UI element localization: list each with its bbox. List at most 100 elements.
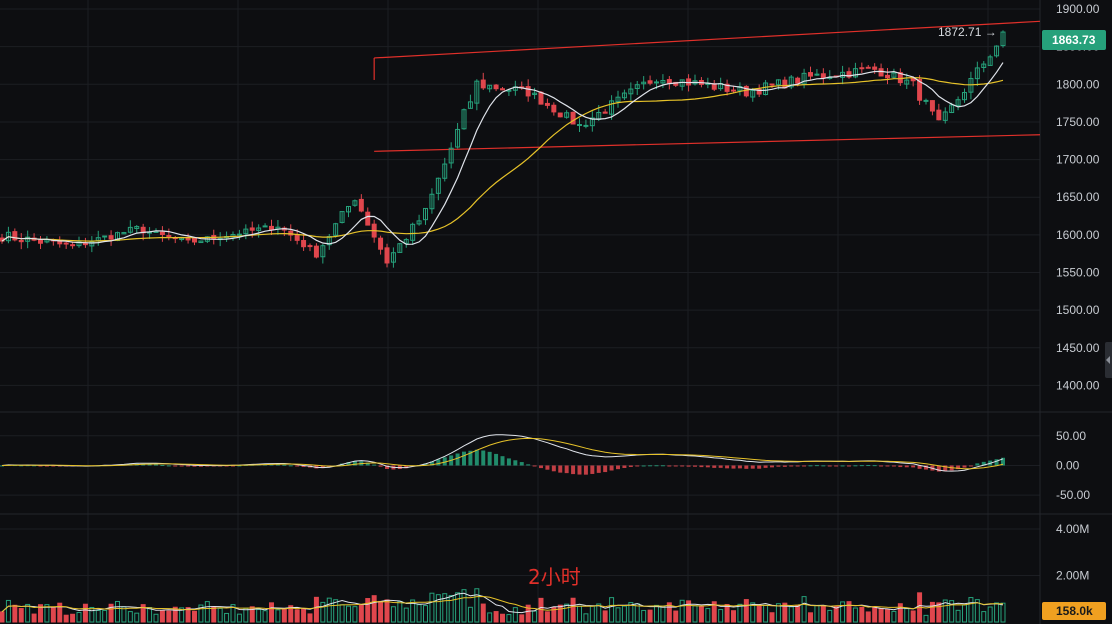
candle-body xyxy=(435,177,441,194)
candle-body xyxy=(609,100,615,115)
volume-bar xyxy=(403,607,409,623)
volume-bar xyxy=(666,602,672,623)
candlestick-series xyxy=(0,30,1006,268)
candle-body xyxy=(378,237,384,250)
volume-bar xyxy=(230,604,236,623)
volume-bar xyxy=(57,602,63,623)
macd-histogram-bar xyxy=(821,465,826,467)
macd-histogram-bar xyxy=(994,459,999,466)
macd-histogram-bar xyxy=(808,465,813,467)
macd-histogram-bar xyxy=(558,465,563,473)
macd-histogram-bar xyxy=(275,464,280,466)
current-price-tag: 1863.73 xyxy=(1042,30,1106,50)
candle-body xyxy=(994,45,1000,57)
volume-bar xyxy=(500,613,505,623)
candle-body xyxy=(288,230,294,236)
candle-body xyxy=(769,83,775,86)
macd-histogram-bar xyxy=(693,465,697,467)
volume-bar xyxy=(808,612,813,623)
candle-body xyxy=(904,79,910,85)
candle-body xyxy=(269,225,274,231)
macd-histogram-bar xyxy=(32,465,37,467)
volume-bar xyxy=(596,603,602,623)
volume-bar xyxy=(621,605,627,623)
candle-body xyxy=(474,80,480,104)
macd-histogram-bar xyxy=(186,465,191,467)
side-panel-toggle-icon[interactable] xyxy=(1105,342,1112,378)
macd-histogram-bar xyxy=(879,465,884,467)
volume-bar xyxy=(756,604,762,623)
candle-body xyxy=(756,88,762,95)
macd-histogram-bar xyxy=(667,465,672,467)
volume-bar xyxy=(102,609,108,623)
macd-histogram-bar xyxy=(19,465,24,467)
candle-body xyxy=(127,226,133,233)
candle-body xyxy=(750,89,756,98)
volume-bar xyxy=(384,599,390,623)
macd-histogram-bar xyxy=(705,465,710,468)
macd-histogram-bar xyxy=(917,465,922,469)
macd-histogram-bar xyxy=(500,456,505,466)
candle-body xyxy=(423,207,428,221)
macd-histogram-bar xyxy=(641,465,646,467)
price-tick-label: 1400.00 xyxy=(1056,378,1100,392)
candle-body xyxy=(897,72,903,84)
macd-histogram-bar xyxy=(160,464,165,466)
macd-histogram-bar xyxy=(237,465,242,467)
macd-histogram-bar xyxy=(827,465,832,467)
candle-body xyxy=(63,242,69,245)
volume-bar xyxy=(249,606,255,623)
candle-body xyxy=(865,66,871,69)
candle-body xyxy=(981,63,987,68)
price-tick-label: 1750.00 xyxy=(1056,115,1100,129)
volume-bar xyxy=(557,604,563,623)
volume-tick-label: 4.00M xyxy=(1056,522,1089,536)
macd-histogram-bar xyxy=(346,462,351,466)
candle-body xyxy=(384,247,390,264)
candle-body xyxy=(198,240,204,244)
macd-histogram-bar xyxy=(455,453,460,466)
candle-body xyxy=(262,225,268,228)
volume-bar xyxy=(942,599,948,623)
macd-histogram-bar xyxy=(904,465,909,468)
volume-bar xyxy=(936,602,942,623)
candle-body xyxy=(974,67,980,80)
volume-bar xyxy=(288,605,294,623)
candle-body xyxy=(936,109,942,121)
volume-bar xyxy=(641,609,647,623)
macd-histogram-bar xyxy=(513,460,518,466)
candle-body xyxy=(500,88,505,91)
volume-bar xyxy=(95,610,101,623)
macd-histogram-bar xyxy=(468,450,473,466)
macd-histogram-bar xyxy=(776,465,781,467)
volume-bar xyxy=(827,609,833,623)
channel-upper-line xyxy=(374,20,1041,59)
macd-histogram-bar xyxy=(1001,457,1005,466)
volume-bar xyxy=(852,607,858,623)
volume-bar xyxy=(583,613,589,623)
candle-body xyxy=(788,76,794,88)
volume-bar xyxy=(0,611,5,623)
candle-body xyxy=(577,124,582,127)
macd-histogram-bar xyxy=(51,465,56,467)
candle-body xyxy=(294,234,300,241)
price-tick-label: 1500.00 xyxy=(1056,303,1100,317)
candle-body xyxy=(602,111,608,114)
candle-body xyxy=(358,198,364,212)
macd-histogram-bar xyxy=(38,465,43,467)
macd-histogram-bar xyxy=(911,465,916,468)
macd-histogram-bar xyxy=(539,465,543,469)
volume-bar xyxy=(313,596,319,623)
macd-histogram-bar xyxy=(545,465,550,470)
macd-histogram-bar xyxy=(712,465,717,468)
macd-tick-label: -50.00 xyxy=(1056,488,1090,502)
macd-histogram-bar xyxy=(365,462,370,466)
macd-histogram-bar xyxy=(0,465,4,467)
candle-body xyxy=(942,111,948,121)
macd-histogram-bar xyxy=(898,465,903,468)
candle-body xyxy=(397,243,403,253)
candle-body xyxy=(166,235,172,238)
candle-body xyxy=(557,112,563,118)
candle-body xyxy=(910,78,916,82)
